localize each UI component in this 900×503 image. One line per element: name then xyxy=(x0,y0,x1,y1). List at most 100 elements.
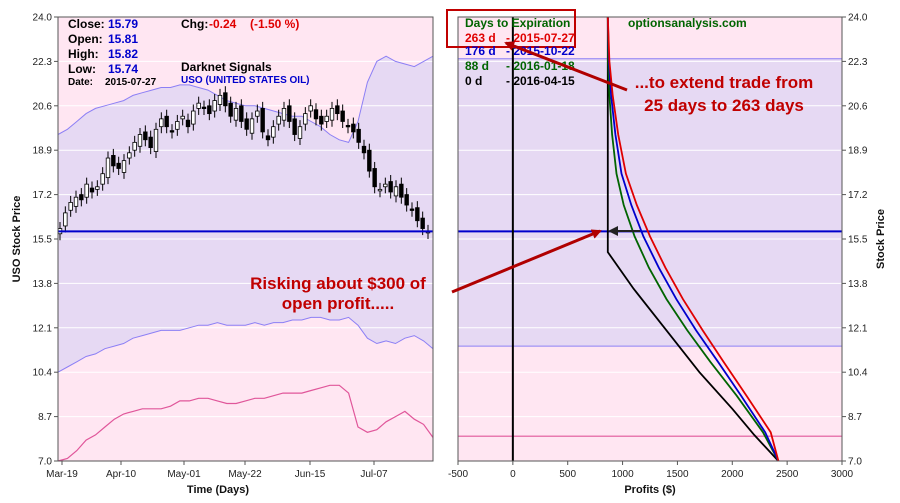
candle-body xyxy=(377,188,383,192)
profit-y-tick-label: 24.0 xyxy=(848,13,868,24)
candle-body xyxy=(255,110,260,117)
brand-text: optionsanalysis.com xyxy=(628,16,747,30)
candle-body xyxy=(249,118,255,134)
low-value: 15.74 xyxy=(108,62,138,76)
candle-body xyxy=(79,194,84,201)
profit-curves xyxy=(606,16,780,462)
candle-body xyxy=(319,115,324,125)
price-x-tick-label: Apr-10 xyxy=(106,469,136,480)
legend-label-263: 263 d xyxy=(465,31,496,45)
change-label: Chg: xyxy=(181,17,208,31)
profit-y-tick-label: 18.9 xyxy=(848,146,868,157)
candle-body xyxy=(297,126,303,139)
profit-chart: 24.0 22.3 20.6 18.9 17.2 15.5 13.8 12.1 10.4 8.7 7… xyxy=(446,9,887,496)
low-label: Low: xyxy=(68,62,96,76)
candle-body xyxy=(228,102,233,117)
profit-x-tick-label: 500 xyxy=(559,469,576,480)
price-y-tick-label: 7.0 xyxy=(38,457,52,468)
risk-annotation-line1: Risking about $300 of xyxy=(250,274,426,293)
candle-body xyxy=(308,105,313,112)
candle-body xyxy=(132,141,137,151)
candle-body xyxy=(335,105,340,115)
price-x-axis-label: Time (Days) xyxy=(187,484,249,496)
candle-body xyxy=(415,207,420,222)
candle-body xyxy=(388,181,393,193)
profit-shaded-zone xyxy=(458,58,842,347)
candle-body xyxy=(345,124,351,128)
candle-body xyxy=(420,217,425,229)
candle-body xyxy=(217,94,223,105)
profit-x-tick-label: 1500 xyxy=(666,469,689,480)
profit-curve-263d xyxy=(606,16,780,462)
price-x-tick-label: Jun-15 xyxy=(295,469,326,480)
candle-body xyxy=(281,108,287,121)
close-label: Close: xyxy=(68,17,105,31)
profit-reference-lines xyxy=(458,58,842,437)
extend-arrow xyxy=(504,41,628,92)
candle-body xyxy=(287,105,292,122)
legend-date-176: - 2015-10-22 xyxy=(506,44,575,58)
candle-body xyxy=(404,194,409,206)
candle-body xyxy=(137,134,143,147)
candle-body xyxy=(324,115,329,122)
candle-body xyxy=(223,92,228,107)
profit-y-tick-label: 15.5 xyxy=(848,235,868,246)
close-value: 15.79 xyxy=(108,17,138,31)
bollinger-band-fill xyxy=(58,56,433,373)
candle-body xyxy=(95,186,100,190)
profit-curve-0d xyxy=(606,17,780,462)
profit-y-tick-label: 13.8 xyxy=(848,279,868,290)
profit-x-axis-label: Profits ($) xyxy=(624,484,676,496)
profit-x-tick-label: 2500 xyxy=(776,469,799,480)
extend-annotation-line2: 25 days to 263 days xyxy=(644,96,804,115)
candle-body xyxy=(292,118,297,135)
price-chart: 24.0 22.3 20.6 18.9 17.2 15.5 13.8 12.1 10.4 8.7 7… xyxy=(11,13,434,496)
candle-body xyxy=(244,118,249,130)
profit-x-tick-label: -500 xyxy=(448,469,468,480)
profit-x-tick-label: 2000 xyxy=(721,469,744,480)
price-x-tick-label: Jul-07 xyxy=(360,469,388,480)
price-y-tick-label: 20.6 xyxy=(33,101,53,112)
candle-body xyxy=(68,202,73,211)
price-y-tick-label: 15.5 xyxy=(33,235,53,246)
candle-body xyxy=(372,168,377,188)
candle-body xyxy=(111,155,116,167)
candle-body xyxy=(313,109,319,120)
legend-title: Days to Expiration xyxy=(465,16,570,30)
ticker-name: USO (UNITED STATES OIL) xyxy=(181,75,310,86)
candle-body xyxy=(260,108,265,133)
candle-body xyxy=(169,130,175,133)
candle-body xyxy=(196,102,201,109)
price-y-tick-label: 17.2 xyxy=(33,190,53,201)
legend-label-0: 0 d xyxy=(465,74,482,88)
change-value: -0.24 xyxy=(209,17,237,31)
price-y-tick-label: 13.8 xyxy=(33,279,53,290)
profit-y-ticks: 24.0 22.3 20.6 18.9 17.2 15.5 13.8 12.1 10.4 8.7 7… xyxy=(842,13,868,468)
open-label: Open: xyxy=(68,32,103,46)
candle-body xyxy=(303,113,308,125)
change-percent: (-1.50 %) xyxy=(250,17,299,31)
legend-date-263: - 2015-07-27 xyxy=(506,31,575,45)
candle-body xyxy=(84,183,89,198)
candle-body xyxy=(340,110,345,122)
legend-label-88: 88 d xyxy=(465,59,489,73)
candlestick-series xyxy=(57,86,431,241)
candle-body xyxy=(153,128,159,152)
profit-x-ticks: -500 0 500 1000 1500 2000 2500 3000 xyxy=(448,461,854,480)
profit-y-tick-label: 7.0 xyxy=(848,457,862,468)
candle-body xyxy=(393,186,399,197)
price-y-tick-label: 24.0 xyxy=(33,13,53,24)
extend-annotation-line1: ...to extend trade from xyxy=(635,73,814,92)
candle-body xyxy=(239,105,244,122)
profit-curve-176d xyxy=(606,16,780,462)
date-value: 2015-07-27 xyxy=(105,77,157,88)
annotations: Risking about $300 of open profit..... .… xyxy=(250,41,814,313)
date-label: Date: xyxy=(68,77,93,88)
upper-band-line xyxy=(57,55,434,143)
high-label: High: xyxy=(68,47,99,61)
candle-body xyxy=(201,106,207,110)
candle-body xyxy=(63,212,68,227)
candle-body xyxy=(409,208,415,211)
quote-info-panel: Close: 15.79 Open: 15.81 High: 15.82 Low… xyxy=(68,17,310,88)
lower-band-line xyxy=(57,384,434,462)
